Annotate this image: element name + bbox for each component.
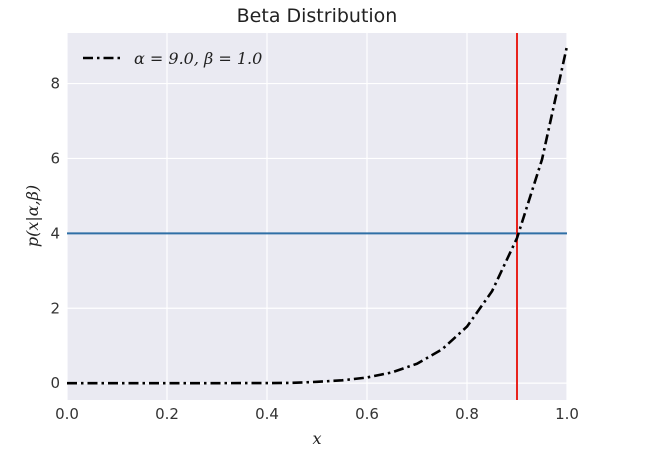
chart-title: Beta Distribution bbox=[237, 5, 398, 27]
legend: α = 9.0, β = 1.0 bbox=[83, 49, 262, 68]
x-tick-label: 0.0 bbox=[55, 405, 79, 423]
x-tick-label: 0.2 bbox=[155, 405, 179, 423]
series-group bbox=[67, 45, 569, 385]
y-tick-label: 6 bbox=[50, 149, 60, 167]
x-tick-label: 0.4 bbox=[255, 405, 279, 423]
plot-background bbox=[67, 33, 567, 400]
y-tick-label: 2 bbox=[50, 299, 60, 317]
y-axis-label: p(x|α,β) bbox=[23, 185, 42, 247]
legend-entry-label: α = 9.0, β = 1.0 bbox=[134, 49, 262, 68]
y-tick-labels: 0 2 4 6 8 bbox=[50, 75, 60, 393]
reference-lines bbox=[67, 33, 567, 400]
y-tick-label: 0 bbox=[50, 374, 60, 392]
x-tick-label: 1.0 bbox=[555, 405, 579, 423]
x-tick-label: 0.6 bbox=[355, 405, 379, 423]
x-tick-label: 0.8 bbox=[455, 405, 479, 423]
series-line bbox=[67, 45, 569, 385]
y-tick-label: 4 bbox=[50, 224, 60, 242]
y-tick-label: 8 bbox=[50, 75, 60, 93]
x-tick-labels: 0.0 0.2 0.4 0.6 0.8 1.0 bbox=[55, 405, 579, 423]
x-axis-label: x bbox=[312, 429, 321, 448]
